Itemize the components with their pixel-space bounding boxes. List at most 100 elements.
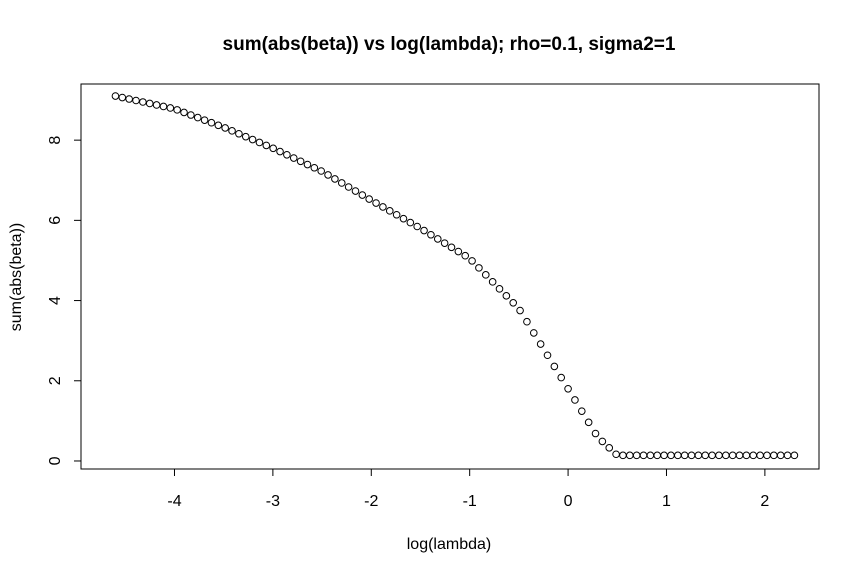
data-point: [715, 451, 723, 460]
data-point: [722, 451, 730, 460]
data-point: [145, 99, 154, 108]
data-point: [166, 104, 175, 112]
data-point: [591, 429, 600, 438]
data-point: [646, 451, 655, 460]
data-point: [742, 451, 751, 460]
data-point: [379, 203, 387, 211]
data-point: [529, 329, 538, 337]
y-tick-label: 0: [47, 456, 64, 465]
data-point: [475, 264, 483, 272]
data-point: [372, 199, 380, 207]
data-point: [763, 451, 771, 460]
data-point: [255, 138, 264, 147]
data-point: [331, 175, 339, 183]
data-point: [612, 450, 620, 459]
data-point: [454, 247, 463, 256]
data-point: [187, 111, 195, 119]
data-point: [365, 195, 373, 203]
data-point: [214, 121, 223, 130]
data-point: [427, 230, 435, 239]
data-point: [749, 451, 758, 460]
data-point: [660, 451, 668, 460]
data-point: [571, 396, 579, 404]
data-point: [619, 451, 627, 460]
data-point: [413, 222, 422, 231]
data-point: [756, 451, 764, 460]
x-tick-label: -1: [463, 493, 477, 510]
data-point: [639, 451, 648, 460]
data-point: [488, 278, 497, 286]
data-point: [228, 127, 236, 135]
x-tick-label: 2: [760, 493, 769, 510]
y-axis: 0 2 4 6 8: [47, 136, 82, 465]
data-point: [776, 451, 785, 460]
data-point: [735, 451, 744, 460]
y-tick-label: 2: [47, 376, 64, 385]
data-point: [262, 141, 271, 150]
data-point: [728, 451, 737, 460]
data-point: [461, 251, 470, 260]
data-point: [248, 135, 257, 144]
data-point: [310, 163, 319, 172]
data-point: [447, 243, 456, 252]
data-point: [139, 98, 147, 106]
data-point: [296, 157, 305, 166]
data-point: [523, 317, 531, 326]
data-point: [193, 113, 202, 122]
data-point: [502, 292, 511, 300]
data-point: [200, 116, 209, 124]
data-point: [235, 129, 243, 138]
data-point: [173, 106, 181, 114]
y-tick-label: 6: [47, 216, 64, 225]
data-point: [632, 451, 641, 460]
data-point: [440, 239, 449, 247]
data-point: [159, 102, 168, 111]
data-point: [468, 257, 476, 265]
y-tick-label: 8: [47, 136, 64, 145]
data-point: [584, 418, 593, 427]
x-tick-label: 0: [564, 493, 573, 510]
data-point: [324, 171, 332, 179]
data-point: [289, 154, 298, 162]
data-point: [598, 437, 607, 446]
data-point: [605, 444, 614, 452]
data-point: [241, 132, 250, 141]
data-point: [790, 451, 799, 460]
data-point: [564, 384, 572, 393]
data-point: [543, 351, 552, 360]
data-point: [406, 218, 415, 227]
x-tick-label: -4: [167, 493, 181, 510]
data-point: [317, 167, 325, 175]
x-tick-label: 1: [662, 493, 671, 510]
data-point: [495, 285, 504, 293]
data-point: [420, 226, 428, 235]
x-axis: -4 -3 -2 -1 0 1 2: [167, 468, 769, 510]
data-point: [433, 235, 442, 243]
y-axis-label: sum(abs(beta)): [8, 223, 25, 331]
data-point: [132, 96, 140, 105]
data-point: [351, 187, 360, 195]
data-point: [269, 144, 277, 153]
data-point: [770, 451, 778, 460]
data-point: [207, 118, 216, 127]
data-point: [118, 93, 127, 102]
data-point: [385, 207, 394, 215]
data-point: [578, 407, 586, 415]
data-point: [509, 299, 518, 307]
y-tick-label: 4: [47, 296, 64, 305]
data-point: [667, 451, 675, 460]
data-points: [111, 92, 799, 460]
x-tick-label: -2: [364, 493, 378, 510]
data-point: [399, 214, 408, 223]
data-point: [536, 340, 545, 348]
data-point: [180, 108, 188, 117]
data-point: [708, 451, 716, 460]
chart-title: sum(abs(beta)) vs log(lambda); rho=0.1, …: [223, 34, 676, 55]
data-point: [358, 191, 367, 199]
x-axis-label: log(lambda): [407, 536, 491, 553]
data-point: [152, 101, 161, 109]
data-point: [653, 451, 662, 460]
data-point: [680, 451, 689, 460]
data-point: [392, 210, 401, 219]
